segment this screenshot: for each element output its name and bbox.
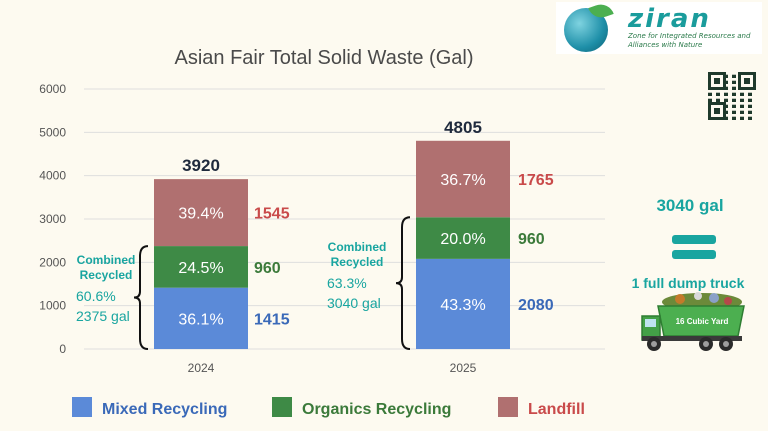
value-label: 960 bbox=[518, 231, 545, 248]
combined-title-line1: Combined bbox=[77, 253, 136, 267]
value-label: 1415 bbox=[254, 311, 290, 328]
x-tick-label: 2025 bbox=[450, 361, 477, 375]
percent-label: 36.7% bbox=[440, 172, 485, 189]
value-label: 960 bbox=[254, 260, 281, 277]
combined-brace bbox=[396, 217, 410, 349]
side-equivalent: 1 full dump truck bbox=[632, 275, 745, 291]
combined-title-line2: Recycled bbox=[80, 268, 133, 282]
y-tick-label: 0 bbox=[59, 342, 66, 356]
combined-brace bbox=[134, 246, 148, 349]
equals-bar-bottom-icon bbox=[672, 250, 716, 259]
percent-label: 20.0% bbox=[440, 231, 485, 248]
percent-label: 43.3% bbox=[440, 297, 485, 314]
y-tick-label: 6000 bbox=[39, 82, 66, 96]
legend-swatch bbox=[72, 397, 92, 417]
legend-label: Landfill bbox=[528, 401, 585, 418]
y-tick-label: 1000 bbox=[39, 299, 66, 313]
legend-swatch bbox=[272, 397, 292, 417]
legend-label: Mixed Recycling bbox=[102, 401, 227, 418]
percent-label: 36.1% bbox=[178, 311, 223, 328]
chart-title: Asian Fair Total Solid Waste (Gal) bbox=[175, 47, 474, 69]
percent-label: 24.5% bbox=[178, 260, 223, 277]
total-label: 4805 bbox=[444, 118, 482, 137]
combined-title-line1: Combined bbox=[328, 240, 387, 254]
y-tick-label: 5000 bbox=[39, 125, 66, 139]
total-label: 3920 bbox=[182, 156, 220, 175]
percent-label: 39.4% bbox=[178, 206, 223, 223]
combined-percent: 63.3% bbox=[327, 275, 367, 291]
combined-title-line2: Recycled bbox=[331, 255, 384, 269]
value-label: 1545 bbox=[254, 206, 290, 223]
y-tick-label: 3000 bbox=[39, 212, 66, 226]
value-label: 1765 bbox=[518, 172, 554, 189]
combined-gallons: 3040 gal bbox=[327, 295, 381, 311]
combined-percent: 60.6% bbox=[76, 288, 116, 304]
side-amount: 3040 gal bbox=[656, 196, 723, 215]
ziran-logo: ziran Zone for Integrated Resources and … bbox=[556, 2, 762, 54]
truck-label: 16 Cubic Yard bbox=[676, 317, 729, 326]
y-tick-label: 4000 bbox=[39, 169, 66, 183]
logo-wordmark: ziran bbox=[628, 4, 711, 34]
legend-swatch bbox=[498, 397, 518, 417]
combined-gallons: 2375 gal bbox=[76, 308, 130, 324]
legend-label: Organics Recycling bbox=[302, 401, 451, 418]
y-tick-label: 2000 bbox=[39, 255, 66, 269]
logo-tagline: Zone for Integrated Resources and Allian… bbox=[628, 32, 760, 50]
dump-truck-icon: 16 Cubic Yard bbox=[640, 292, 748, 354]
value-label: 2080 bbox=[518, 297, 554, 314]
x-tick-label: 2024 bbox=[188, 361, 215, 375]
qr-code-icon bbox=[708, 72, 756, 120]
equals-bar-top-icon bbox=[672, 235, 716, 244]
